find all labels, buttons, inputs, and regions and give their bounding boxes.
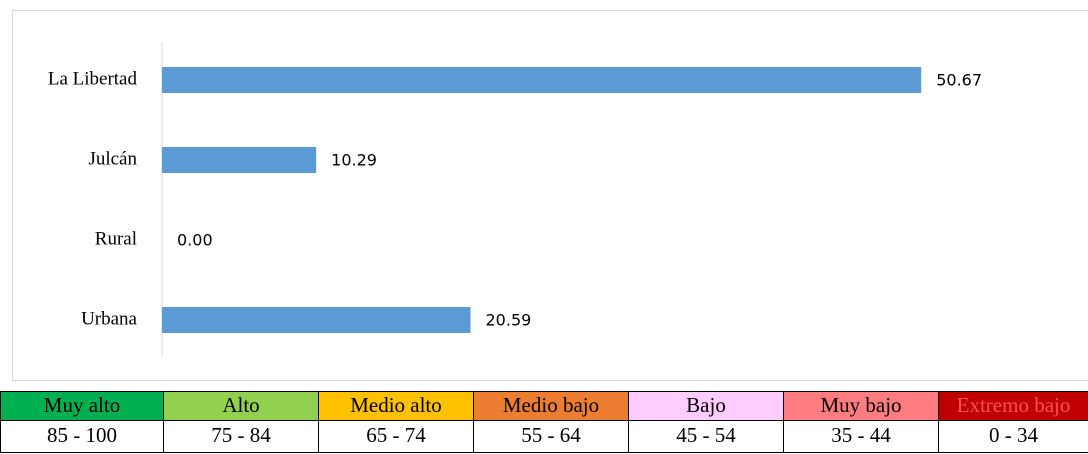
level-range: 75 - 84	[211, 423, 271, 447]
level-header-cell	[783, 391, 939, 421]
level-header-cell	[318, 391, 474, 421]
level-range: 55 - 64	[521, 423, 581, 447]
level-label: Medio alto	[350, 393, 442, 417]
level-label: Muy bajo	[820, 393, 901, 417]
value-label: 20.59	[486, 311, 532, 330]
y-tick-label: La Libertad	[48, 68, 138, 89]
y-tick-label: Rural	[95, 228, 137, 249]
level-label: Extremo bajo	[957, 393, 1071, 417]
level-header-cell	[163, 391, 319, 421]
bar	[162, 147, 317, 173]
y-tick-label: Urbana	[81, 308, 137, 329]
level-range: 0 - 34	[989, 423, 1038, 447]
level-label: Muy alto	[44, 393, 120, 417]
bar	[162, 307, 471, 333]
level-label: Medio bajo	[503, 393, 599, 417]
value-label: 50.67	[936, 71, 982, 90]
level-range-cell	[938, 420, 1088, 453]
level-label: Alto	[222, 393, 259, 417]
level-header-cell	[938, 391, 1088, 421]
level-header-cell	[473, 391, 629, 421]
level-label: Bajo	[686, 393, 726, 417]
level-range: 35 - 44	[831, 423, 891, 447]
level-header-cell	[628, 391, 784, 421]
y-tick-label: Julcán	[88, 148, 137, 169]
level-range-cell	[0, 420, 164, 453]
value-label: 10.29	[331, 151, 377, 170]
bar	[162, 67, 922, 93]
level-range: 65 - 74	[366, 423, 426, 447]
level-header-cell	[0, 391, 164, 421]
value-label: 0.00	[177, 231, 213, 250]
level-range: 85 - 100	[47, 423, 117, 447]
level-range: 45 - 54	[676, 423, 736, 447]
